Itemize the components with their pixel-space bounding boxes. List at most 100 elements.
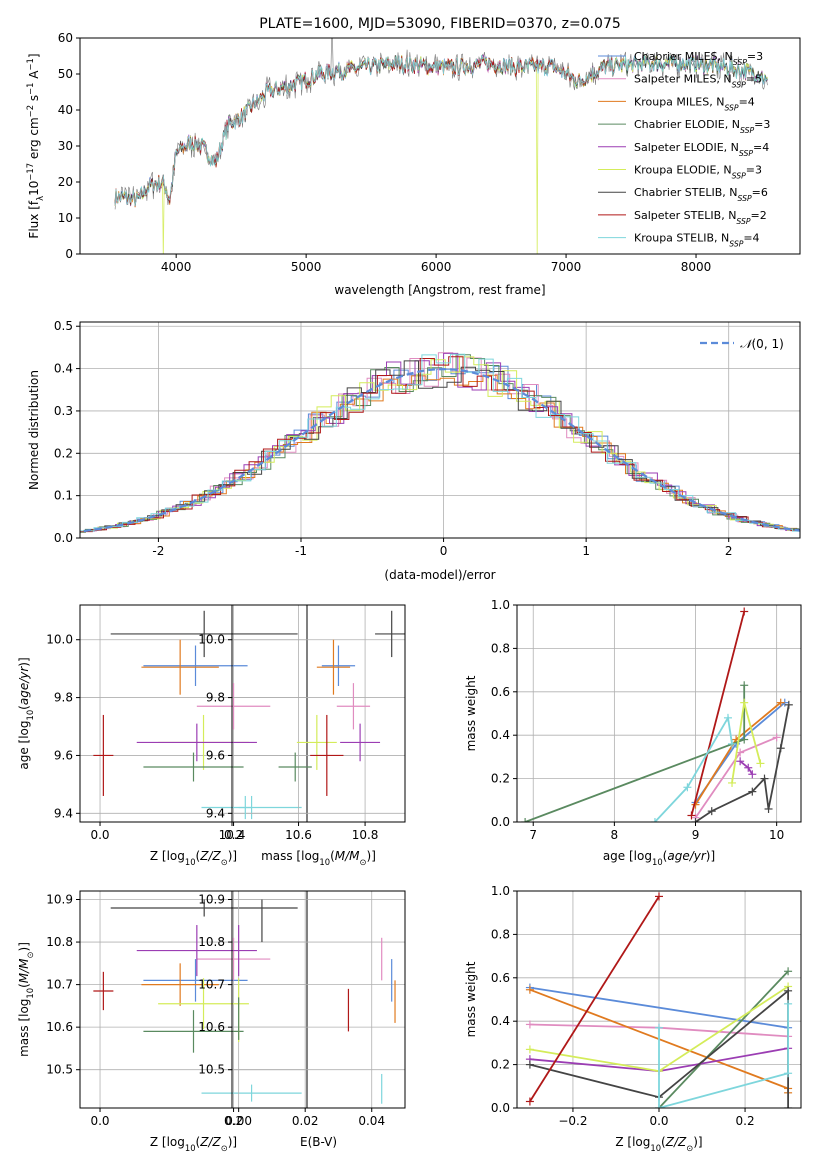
weight-line (658, 1003, 789, 1108)
x-tick-label: 7000 (551, 260, 582, 274)
x-tick-label: 0.04 (358, 1114, 385, 1128)
x-tick-label: 0.0 (90, 1114, 109, 1128)
weight-line (654, 715, 733, 822)
y-tick-label: 0.3 (54, 404, 73, 418)
y-tick-label: 40 (58, 103, 73, 117)
axes-frame (79, 890, 308, 1109)
y-tick-label: 0.2 (491, 772, 510, 786)
y-tick-label: 0.4 (54, 362, 73, 376)
chart-title: PLATE=1600, MJD=53090, FIBERID=0370, z=0… (259, 16, 621, 32)
plot-area (93, 610, 302, 820)
x-tick-label: 10.8 (352, 828, 379, 842)
x-axis-label: E(B-V) (300, 1135, 337, 1149)
axes-residuals: -2 -1 0 1 2 0.0 0.1 0.2 0.3 0.4 0.5 (54, 319, 801, 558)
axes-spectrum: 4000 5000 6000 7000 8000 0 10 20 30 40 50 60 (58, 31, 801, 274)
y-tick-label: 10.8 (46, 935, 73, 949)
y-tick-label: 50 (58, 67, 73, 81)
legend-label: Salpeter ELODIE, NSSP=4 (634, 141, 769, 158)
axes-ebv-mass: 0.00 0.02 0.04 10.5 10.6 10.7 10.8 10.9 (198, 890, 406, 1128)
y-tick-label: 10.5 (198, 1063, 225, 1077)
y-tick-label: 0.8 (491, 927, 510, 941)
legend-label: Kroupa MILES, NSSP=4 (634, 95, 755, 112)
x-tick-label: 1 (582, 544, 590, 558)
x-tick-label: 7 (529, 828, 537, 842)
weight-line (529, 895, 660, 1102)
x-tick-label: 5000 (291, 260, 322, 274)
y-tick-label: 0.1 (54, 489, 73, 503)
y-tick-label: 0.4 (491, 1014, 510, 1028)
y-tick-label: 10.9 (198, 893, 225, 907)
y-tick-label: 0.0 (491, 815, 510, 829)
legend-label: Kroupa ELODIE, NSSP=3 (634, 164, 762, 181)
plot-area (80, 352, 800, 534)
y-tick-label: 10.9 (46, 893, 73, 907)
x-tick-label: 0.2 (736, 1114, 755, 1128)
y-tick-label: 9.4 (206, 806, 225, 820)
y-tick-label: 10 (58, 211, 73, 225)
x-tick-label: 2 (725, 544, 733, 558)
x-tick-label: 9 (692, 828, 700, 842)
plot-area (93, 899, 302, 1102)
x-axis-label: age [log10(age/yr)] (603, 849, 715, 867)
legend-label: Chabrier MILES, NSSP=3 (634, 50, 763, 67)
weight-line (529, 986, 789, 1029)
y-tick-label: 10.0 (46, 633, 73, 647)
axes-frame (516, 604, 802, 823)
plot-area (114, 38, 768, 254)
y-tick-label: 9.6 (206, 748, 225, 762)
y-tick-label: 60 (58, 31, 73, 45)
y-tick-label: 0.8 (491, 641, 510, 655)
x-tick-label: -1 (295, 544, 307, 558)
legend-label: Salpeter MILES, NSSP=5 (634, 73, 762, 90)
x-tick-label: 0.0 (90, 828, 109, 842)
y-tick-label: 10.8 (198, 935, 225, 949)
y-tick-label: 0.6 (491, 971, 510, 985)
y-tick-label: 10.6 (198, 1020, 225, 1034)
x-axis-label: Z [log10(Z/Z⊙)] (615, 1135, 702, 1153)
x-axis-label: wavelength [Angstrom, rest frame] (334, 283, 545, 297)
x-tick-label: 8000 (681, 260, 712, 274)
x-tick-label: 0.2 (224, 1114, 243, 1128)
x-axis-label: Z [log10(Z/Z⊙)] (150, 1135, 237, 1153)
spectrum-model-line (114, 54, 768, 206)
legend-label: Salpeter STELIB, NSSP=2 (634, 209, 767, 226)
legend-label: Kroupa STELIB, NSSP=4 (634, 232, 760, 249)
x-tick-label: 6000 (421, 260, 452, 274)
y-tick-label: 0.0 (491, 1101, 510, 1115)
x-tick-label: 4000 (161, 260, 192, 274)
plot-area (238, 610, 405, 820)
histogram-step (80, 353, 800, 532)
axes-z-age: 0.0 0.2 9.4 9.6 9.8 10.0 (46, 604, 308, 842)
y-tick-label: 9.6 (54, 748, 73, 762)
x-tick-label: −0.2 (558, 1114, 587, 1128)
axes-frame (231, 604, 406, 823)
y-tick-label: 10.7 (46, 978, 73, 992)
histogram-step (80, 360, 800, 532)
x-tick-label: 10 (769, 828, 784, 842)
axes-age-weight: 7 8 9 10 0.0 0.2 0.4 0.6 0.8 1.0 (491, 598, 802, 842)
x-tick-label: 8 (611, 828, 619, 842)
y-tick-label: 9.8 (54, 691, 73, 705)
y-tick-label: 0.5 (54, 319, 73, 333)
legend-label: 𝒩(0, 1) (740, 337, 784, 351)
plot-area (238, 899, 396, 1104)
y-tick-label: 1.0 (491, 598, 510, 612)
y-tick-label: 10.5 (46, 1063, 73, 1077)
axes-z-mass: 0.0 0.2 10.5 10.6 10.7 10.8 10.9 (46, 890, 308, 1128)
y-tick-label: 30 (58, 139, 73, 153)
x-tick-label: 0 (440, 544, 448, 558)
x-tick-label: 0.00 (225, 1114, 252, 1128)
weight-line (658, 970, 789, 1108)
x-tick-label: 0.2 (224, 828, 243, 842)
axes-frame (79, 604, 308, 823)
axes-frame (231, 890, 406, 1109)
y-tick-label: 0.0 (54, 531, 73, 545)
y-tick-label: 20 (58, 175, 73, 189)
y-tick-label: 0.4 (491, 728, 510, 742)
y-tick-label: 10.6 (46, 1020, 73, 1034)
y-tick-label: 1.0 (491, 884, 510, 898)
y-axis-label: age [log10(age/yr)] (17, 657, 35, 769)
plot-area (525, 892, 793, 1108)
axes-z-weight: −0.2 0.0 0.2 0.0 0.2 0.4 0.6 0.8 1.0 (491, 884, 802, 1128)
plot-area (521, 607, 793, 822)
